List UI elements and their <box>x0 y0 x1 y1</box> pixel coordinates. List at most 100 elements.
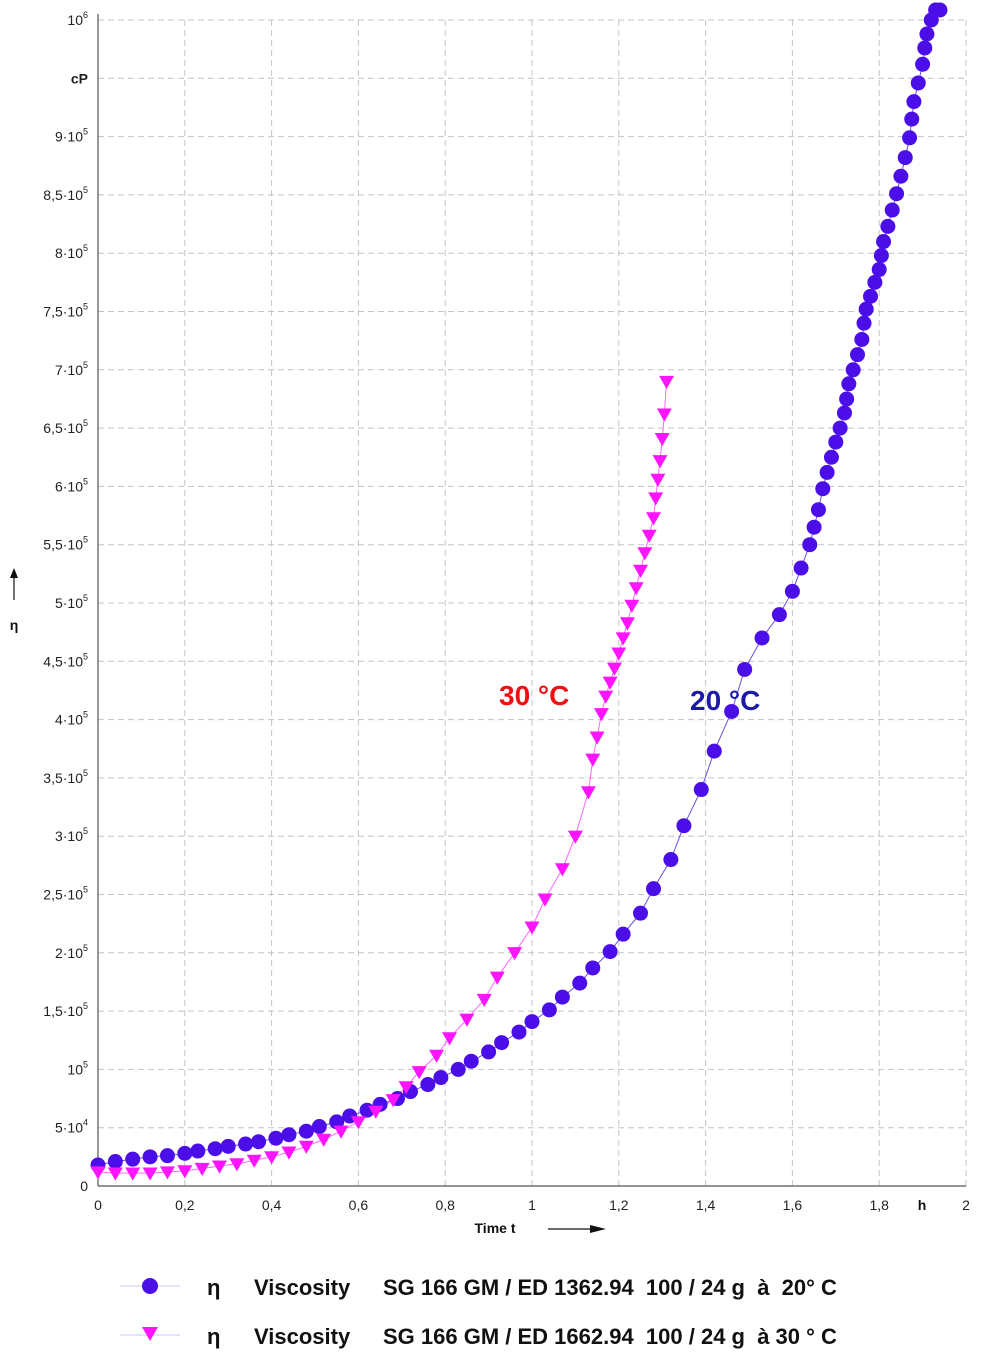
data-point-20c <box>873 248 889 264</box>
data-point-30c <box>637 547 653 561</box>
y-tick-label: 4,5·105 <box>43 651 88 669</box>
y-tick-label: 8·105 <box>55 243 88 261</box>
data-point-30c <box>316 1133 332 1147</box>
data-point-30c <box>229 1158 245 1172</box>
data-point-20c <box>919 26 935 42</box>
y-tick-label: 7·105 <box>55 360 88 378</box>
data-point-20c <box>884 202 900 218</box>
data-point-30c <box>633 564 648 578</box>
y-tick-label: 6·105 <box>55 476 88 494</box>
data-point-30c <box>524 921 540 935</box>
data-point-20c <box>633 905 648 921</box>
data-point-30c <box>385 1094 401 1108</box>
series-line-0 <box>97 9 940 1166</box>
x-tick-label: 1,6 <box>783 1197 803 1213</box>
data-point-20c <box>839 391 855 407</box>
data-point-30c <box>593 708 609 722</box>
y-axis-title: η <box>10 617 19 633</box>
data-point-30c <box>476 993 492 1007</box>
x-tick-label: 1,8 <box>869 1197 889 1213</box>
data-point-30c <box>398 1081 414 1095</box>
data-point-20c <box>646 881 662 897</box>
y-tick-label: 5,5·105 <box>43 535 88 553</box>
data-point-30c <box>619 617 635 631</box>
data-point-30c <box>298 1140 314 1154</box>
data-point-20c <box>238 1136 254 1152</box>
legend: η Viscosity SG 166 GM / ED 1362.94 100 / 2… <box>120 1275 837 1349</box>
annotation-30c: 30 °C <box>499 680 569 711</box>
data-point-20c <box>706 743 722 759</box>
data-point-30c <box>624 599 640 613</box>
data-point-30c <box>654 432 670 447</box>
y-tick-label: 105 <box>67 1059 88 1077</box>
data-point-20c <box>298 1123 314 1139</box>
x-tick-label: 0,2 <box>175 1197 195 1213</box>
data-point-20c <box>524 1014 540 1030</box>
data-point-20c <box>311 1119 327 1135</box>
data-point-20c <box>737 661 753 677</box>
data-point-30c <box>489 971 505 985</box>
data-point-20c <box>159 1148 175 1164</box>
y-tick-label: 106 <box>67 10 88 28</box>
y-tick-label: 9·105 <box>55 127 88 145</box>
data-point-30c <box>281 1146 297 1160</box>
data-point-20c <box>554 989 570 1005</box>
data-point-20c <box>281 1127 297 1143</box>
data-point-30c <box>507 947 523 961</box>
data-point-30c <box>194 1162 210 1177</box>
data-point-30c <box>646 512 662 526</box>
y-tick-label: 2·105 <box>55 943 88 961</box>
data-point-20c <box>819 464 835 480</box>
data-point-30c <box>90 1166 106 1180</box>
data-point-20c <box>841 376 857 392</box>
data-point-20c <box>481 1044 497 1060</box>
data-point-20c <box>220 1138 236 1154</box>
data-point-20c <box>876 234 892 250</box>
data-point-20c <box>268 1130 284 1146</box>
y-tick-label: 5·104 <box>55 1118 88 1136</box>
data-point-20c <box>880 218 896 234</box>
data-point-20c <box>906 94 922 110</box>
data-point-30c <box>368 1105 384 1119</box>
data-point-20c <box>724 703 740 719</box>
data-point-30c <box>177 1165 193 1179</box>
data-point-30c <box>537 893 553 907</box>
data-point-30c <box>125 1167 141 1181</box>
grid <box>98 19 967 1186</box>
data-point-20c <box>836 405 852 421</box>
data-point-30c <box>615 632 631 646</box>
x-tick-label: 1,2 <box>609 1197 629 1213</box>
data-point-20c <box>893 168 909 184</box>
y-tick-label: 5·105 <box>55 593 88 611</box>
data-point-30c <box>589 731 605 745</box>
data-point-20c <box>854 331 870 347</box>
y-axis-ticks: 0 5·104 105 1,5·105 2·105 2,5·105 3·105 3,5·105… <box>43 10 88 1194</box>
data-point-20c <box>845 362 861 378</box>
y-tick-label: 1,5·105 <box>43 1001 88 1019</box>
data-point-20c <box>897 150 913 166</box>
data-point-30c <box>212 1160 228 1174</box>
data-point-20c <box>802 537 818 553</box>
data-point-30c <box>350 1116 366 1130</box>
data-point-20c <box>125 1151 141 1167</box>
data-point-30c <box>648 492 664 506</box>
y-axis-arrow-icon <box>10 568 18 578</box>
x-axis-ticks: 0 0,2 0,4 0,6 0,8 1 1,2 1,4 1,6 1,8 2 <box>94 1197 970 1213</box>
x-tick-label: 0,4 <box>262 1197 282 1213</box>
annotation-20c: 20 °C <box>690 685 760 716</box>
data-point-30c <box>659 375 675 389</box>
data-point-20c <box>889 186 905 202</box>
series-markers <box>90 2 948 1181</box>
legend-sample: SG 166 GM / ED 1362.94 100 / 24 g à 20° … <box>383 1275 837 1300</box>
data-point-20c <box>828 434 844 450</box>
data-point-20c <box>142 1149 158 1165</box>
data-point-30c <box>333 1125 349 1139</box>
legend-symbol: η <box>207 1324 220 1349</box>
data-point-20c <box>771 607 787 623</box>
data-point-20c <box>810 502 826 518</box>
data-point-20c <box>420 1077 436 1093</box>
legend-symbol: η <box>207 1275 220 1300</box>
x-tick-label: 0,6 <box>349 1197 369 1213</box>
x-axis-arrow-icon <box>590 1225 606 1233</box>
data-point-30c <box>442 1032 458 1046</box>
